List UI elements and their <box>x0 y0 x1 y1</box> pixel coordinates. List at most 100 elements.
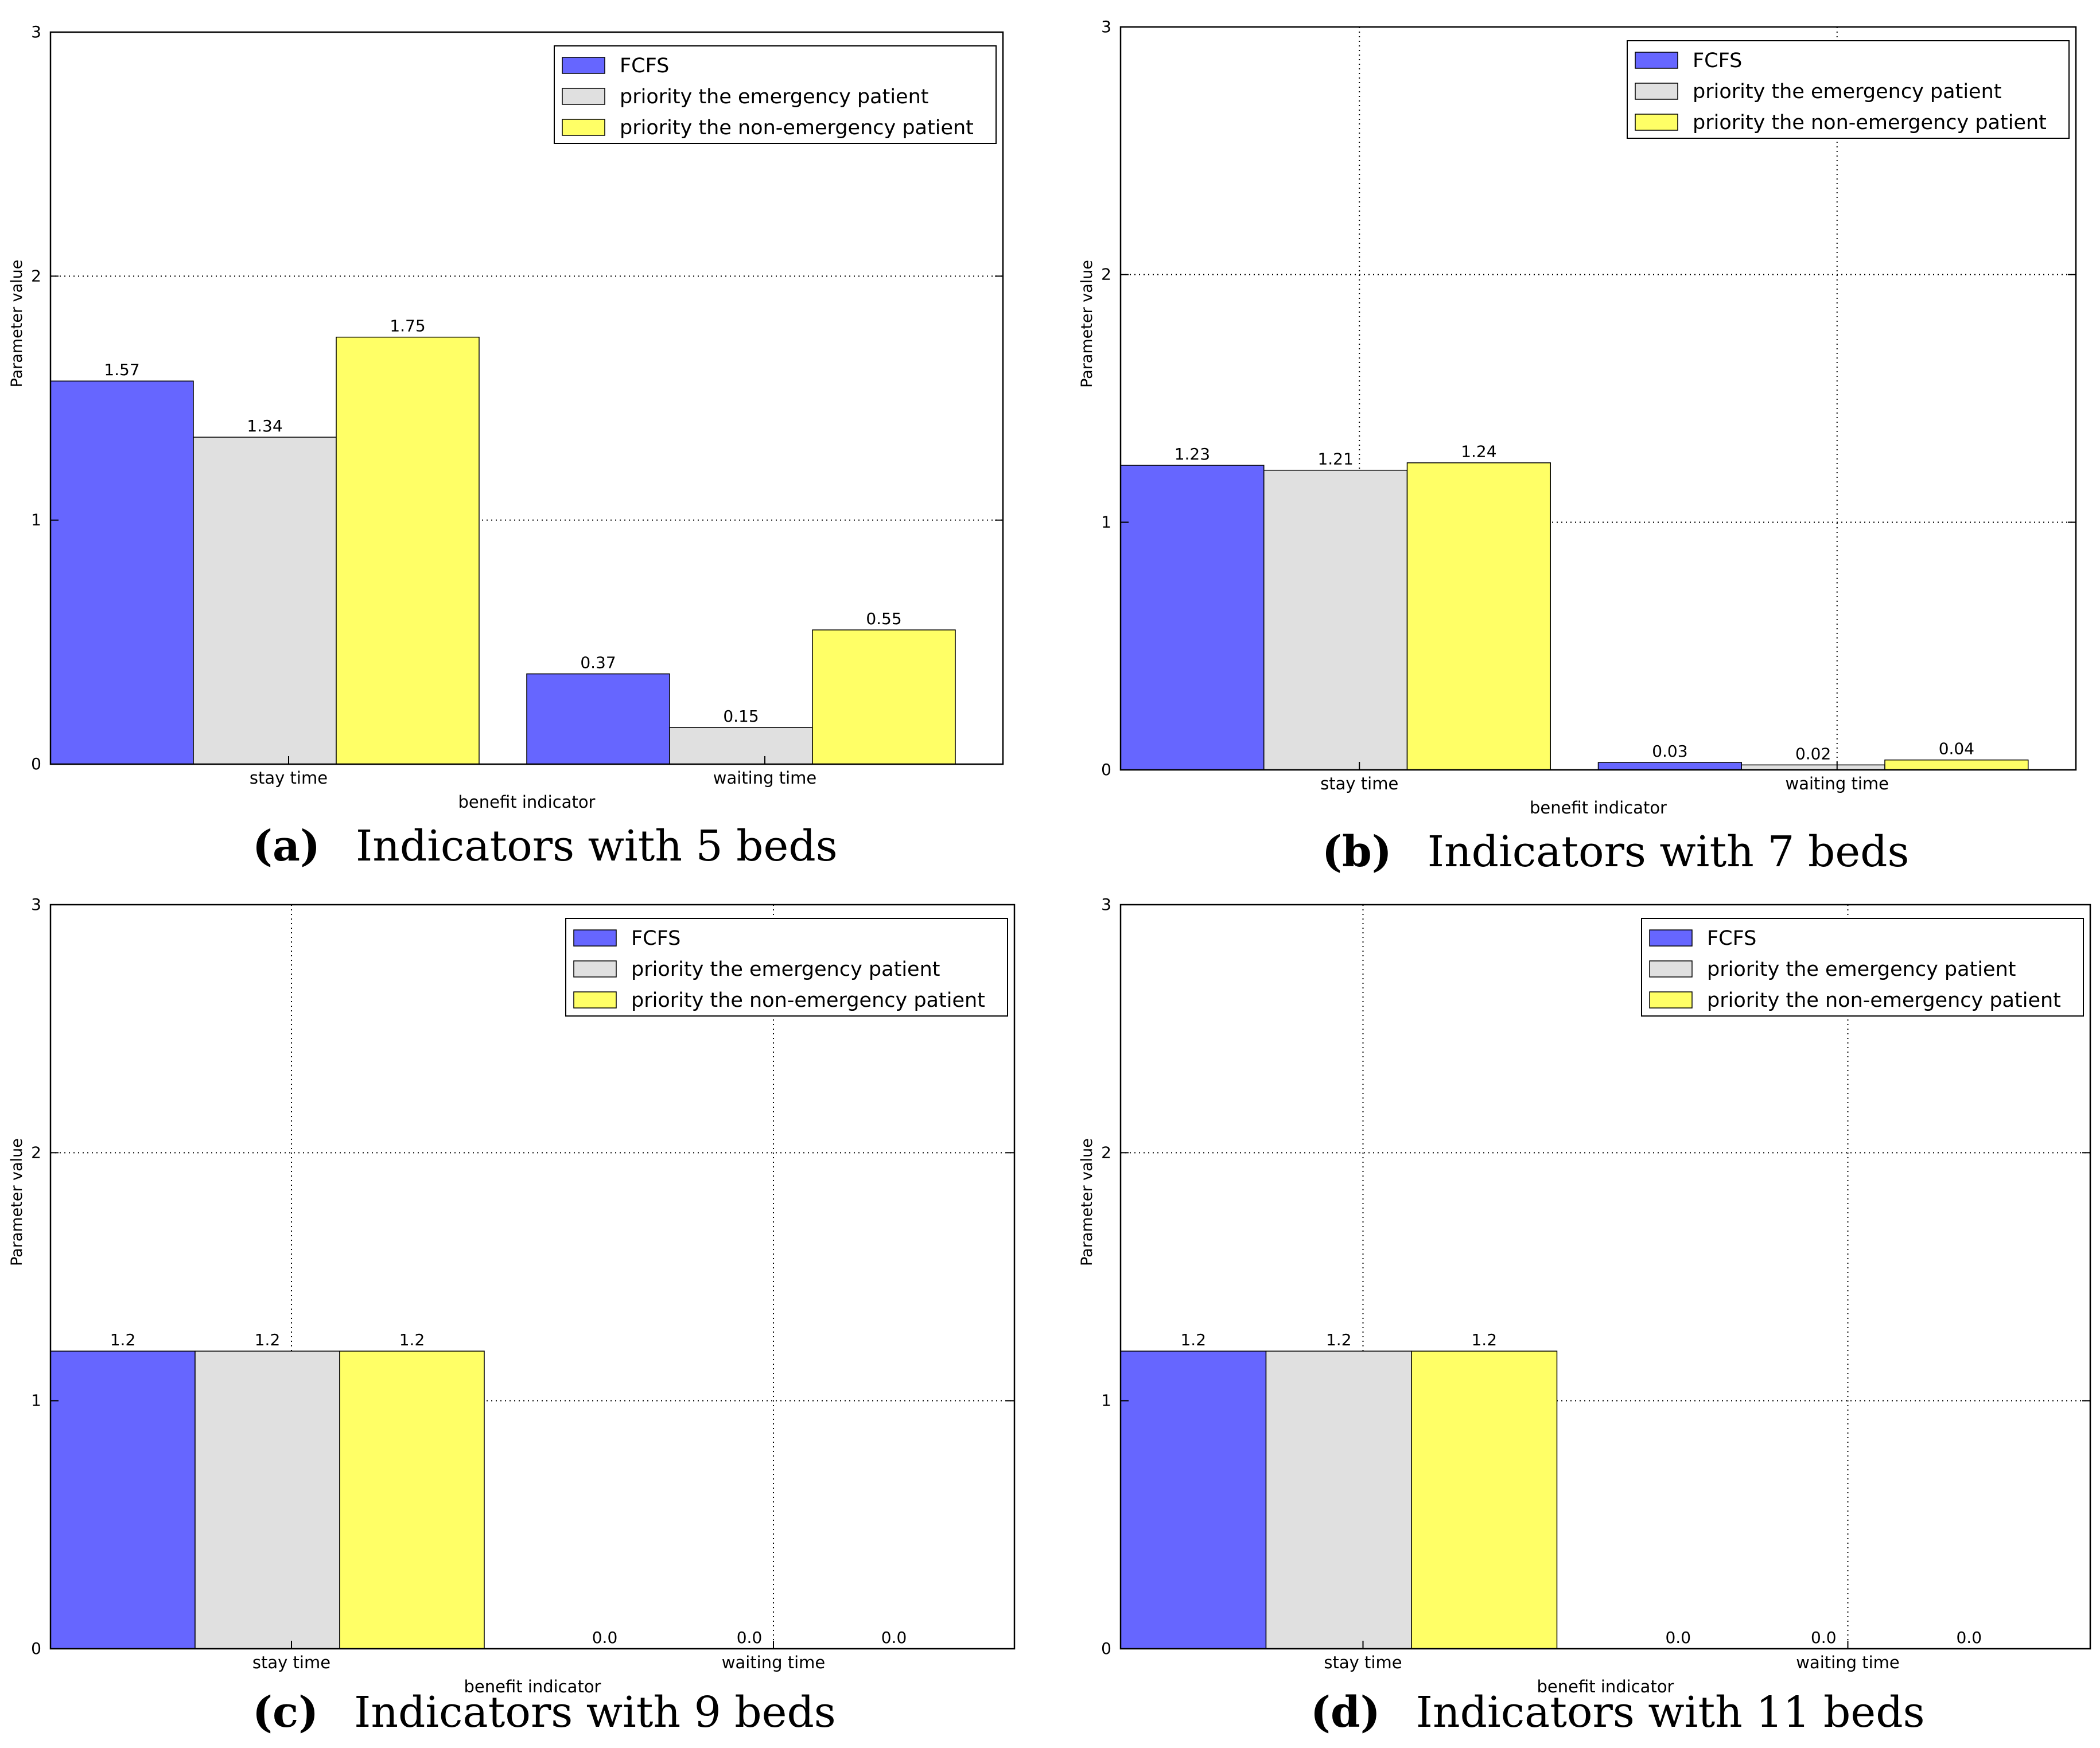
y-tick-label: 2 <box>31 1143 41 1162</box>
data-label: 1.2 <box>399 1330 425 1349</box>
data-label: 0.55 <box>866 609 901 628</box>
caption-d: (d) Indicators with 11 beds <box>1310 1688 1925 1737</box>
bar-c-2-0 <box>339 1350 485 1649</box>
y-tick-label: 2 <box>1101 265 1111 284</box>
legend-box <box>1627 40 2070 139</box>
caption-tag-d: (d) <box>1310 1688 1380 1737</box>
x-axis-label: benefit indicator <box>464 1677 601 1696</box>
y-tick-label: 1 <box>1101 512 1111 531</box>
chart-panel-b: 1.23 0.03 1.21 0.02 1.24 0.04 0 1 2 3 stay time wai… <box>1067 0 2100 878</box>
x-tick-label: stay time <box>1320 774 1398 793</box>
x-tick-label: waiting time <box>1786 774 1889 793</box>
bar-c-0-0 <box>50 1350 196 1649</box>
chart-panel-d: 1.2 0.0 1.2 0.0 1.2 0.0 0 1 2 3 stay time waiting t… <box>1067 878 2100 1748</box>
bar-b-0-0 <box>1120 465 1265 770</box>
plot-frame <box>1119 904 2091 1650</box>
data-label: 0.03 <box>1652 742 1687 761</box>
bar-b-1-0 <box>1263 469 1408 770</box>
y-tick-label: 3 <box>31 895 41 914</box>
data-label: 0.0 <box>1665 1628 1691 1647</box>
y-tick-label: 3 <box>1101 895 1111 914</box>
data-label: 0.0 <box>1956 1628 1982 1647</box>
legend-label: priority the non-emergency patient <box>620 116 974 139</box>
x-tick-label: waiting time <box>713 768 817 788</box>
caption-text-d: Indicators with 11 beds <box>1415 1688 1925 1737</box>
legend-swatch <box>562 119 605 136</box>
legend-swatch <box>1649 929 1693 947</box>
caption-text-c: Indicators with 9 beds <box>354 1688 836 1737</box>
caption-c: (c) Indicators with 9 beds <box>252 1688 836 1737</box>
y-tick-label: 0 <box>31 754 41 773</box>
legend-label: priority the non-emergency patient <box>1693 111 2047 134</box>
caption-text-a: Indicators with 5 beds <box>355 822 838 871</box>
data-label: 0.0 <box>881 1628 907 1647</box>
data-label: 1.21 <box>1317 450 1353 469</box>
bar-a-2-0 <box>336 336 480 765</box>
data-label: 0.0 <box>737 1628 763 1647</box>
x-tick-label: stay time <box>250 768 328 788</box>
y-tick-label: 2 <box>1101 1143 1111 1162</box>
y-axis-label: Parameter value <box>1078 260 1096 388</box>
plot-frame <box>49 31 1004 765</box>
legend-swatch <box>562 57 605 74</box>
legend-swatch <box>1635 83 1678 100</box>
data-label: 0.15 <box>723 707 759 726</box>
x-tick-label: stay time <box>1324 1653 1402 1672</box>
legend-swatch <box>573 991 617 1009</box>
data-label: 1.2 <box>110 1330 136 1349</box>
legend-label: FCFS <box>1707 927 1756 950</box>
bar-d-0-0 <box>1120 1350 1267 1649</box>
data-label: 1.2 <box>255 1330 281 1349</box>
legend-label: priority the emergency patient <box>1693 80 2001 103</box>
legend: FCFS priority the emergency patient priori… <box>554 45 997 144</box>
legend-label: FCFS <box>631 927 680 950</box>
data-label: 1.2 <box>1471 1330 1497 1349</box>
plot-frame <box>49 904 1016 1650</box>
bar-d-1-0 <box>1265 1350 1412 1649</box>
caption-a: (a) Indicators with 5 beds <box>252 822 838 871</box>
bar-b-2-0 <box>1406 462 1551 770</box>
bar-b-2-1 <box>1884 759 2029 770</box>
caption-tag-c: (c) <box>252 1688 319 1737</box>
legend-label: priority the emergency patient <box>1707 958 2016 981</box>
chart-a: 1.57 0.37 1.34 0.15 1.75 0.55 0 1 2 3 stay time wai… <box>8 22 1004 812</box>
legend-label: FCFS <box>1693 49 1742 72</box>
legend: FCFS priority the emergency patient priori… <box>1627 40 2070 139</box>
chart-c: 1.2 0.0 1.2 0.0 1.2 0.0 0 1 2 3 stay time waiting t… <box>8 895 1016 1696</box>
bar-a-1-0 <box>193 437 337 765</box>
y-axis-label: Parameter value <box>8 260 26 388</box>
legend-swatch <box>1635 114 1678 131</box>
caption-text-b: Indicators with 7 beds <box>1427 827 1910 877</box>
data-label: 0.04 <box>1939 739 1974 758</box>
data-label: 1.2 <box>1180 1330 1206 1349</box>
legend-label: priority the emergency patient <box>631 958 940 981</box>
chart-d: 1.2 0.0 1.2 0.0 1.2 0.0 0 1 2 3 stay time waiting t… <box>1078 895 2091 1696</box>
legend-swatch <box>573 929 617 947</box>
legend-label: FCFS <box>620 54 669 77</box>
bar-a-2-1 <box>812 629 956 765</box>
legend-swatch <box>1649 960 1693 978</box>
x-axis-label: benefit indicator <box>458 792 596 812</box>
data-label: 1.24 <box>1461 442 1496 461</box>
legend-label: priority the non-emergency patient <box>631 989 985 1012</box>
data-label: 1.34 <box>247 416 282 435</box>
x-axis-label: benefit indicator <box>1537 1677 1674 1696</box>
legend-box <box>1641 918 2084 1017</box>
data-label: 0.02 <box>1795 744 1831 763</box>
legend: FCFS priority the emergency patient priori… <box>565 918 1008 1017</box>
y-tick-label: 1 <box>1101 1391 1111 1410</box>
y-tick-label: 0 <box>1101 760 1111 779</box>
y-axis-label: Parameter value <box>8 1138 26 1266</box>
x-tick-label: stay time <box>252 1653 330 1672</box>
legend-label: priority the emergency patient <box>620 85 928 108</box>
bar-b-1-1 <box>1741 764 1885 770</box>
caption-tag-b: (b) <box>1322 827 1392 877</box>
legend-box <box>554 45 997 144</box>
plot-frame <box>1119 26 2077 771</box>
chart-b: 1.23 0.03 1.21 0.02 1.24 0.04 0 1 2 3 stay time wai… <box>1078 17 2077 817</box>
data-label: 1.75 <box>390 317 425 336</box>
legend-label: priority the non-emergency patient <box>1707 989 2061 1012</box>
x-axis-label: benefit indicator <box>1530 798 1667 817</box>
chart-panel-c: 1.2 0.0 1.2 0.0 1.2 0.0 0 1 2 3 stay time waiting t… <box>0 878 1050 1748</box>
y-tick-label: 3 <box>1101 17 1111 36</box>
